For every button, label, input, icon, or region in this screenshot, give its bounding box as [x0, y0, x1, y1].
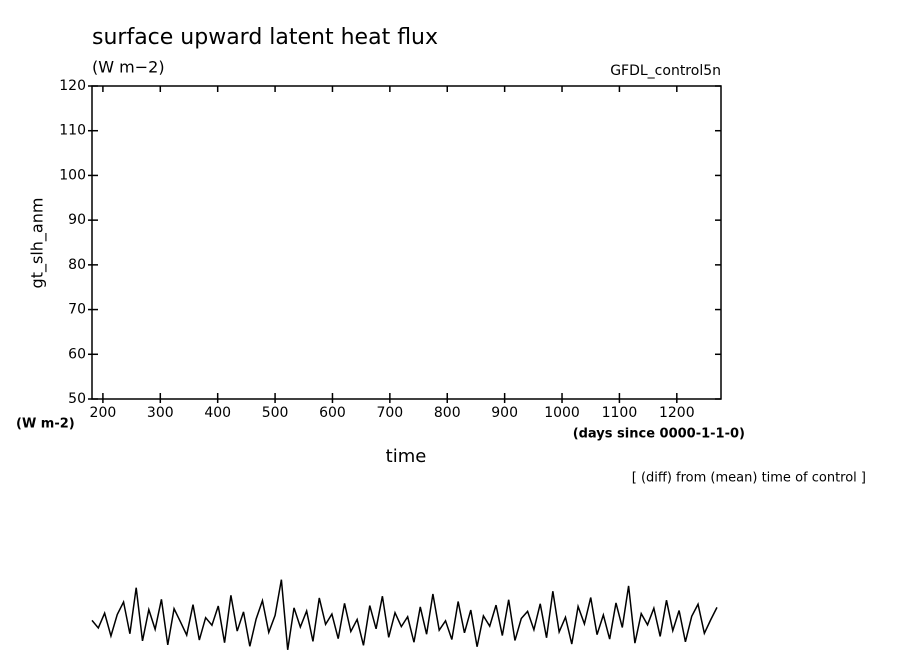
x-tick-label: 1000 [544, 405, 580, 421]
x-tick-label: 500 [262, 405, 289, 421]
y-axis-label: gt_slh_anm [28, 198, 48, 289]
y-units: (W m-2) [16, 417, 75, 432]
x-tick-label: 400 [204, 405, 231, 421]
y-tick-label: 70 [68, 302, 86, 318]
data-line [91, 579, 718, 650]
x-tick-label: 1100 [602, 405, 638, 421]
x-tick-label: 1200 [659, 405, 695, 421]
y-tick-label: 80 [68, 257, 86, 273]
y-tick-label: 120 [59, 78, 86, 94]
y-tick-label: 60 [68, 346, 86, 362]
note: [ (diff) from (mean) time of control ] [632, 471, 866, 486]
chart-subtitle: (W m−2) [92, 58, 165, 77]
chart-title: surface upward latent heat flux [92, 25, 438, 50]
x-tick-label: 300 [147, 405, 174, 421]
x-tick-label: 200 [90, 405, 117, 421]
x-axis-label: time [386, 446, 427, 467]
x-tick-label: 700 [376, 405, 403, 421]
y-tick-label: 100 [59, 167, 86, 183]
run-label: GFDL_control5n [610, 63, 721, 79]
x-units: (days since 0000-1-1-0) [573, 427, 745, 442]
y-tick-label: 110 [59, 123, 86, 139]
y-tick-label: 90 [68, 212, 86, 228]
x-tick-label: 800 [434, 405, 461, 421]
x-tick-label: 900 [491, 405, 518, 421]
plot-frame [91, 85, 722, 400]
x-tick-label: 600 [319, 405, 346, 421]
y-tick-label: 50 [68, 391, 86, 407]
